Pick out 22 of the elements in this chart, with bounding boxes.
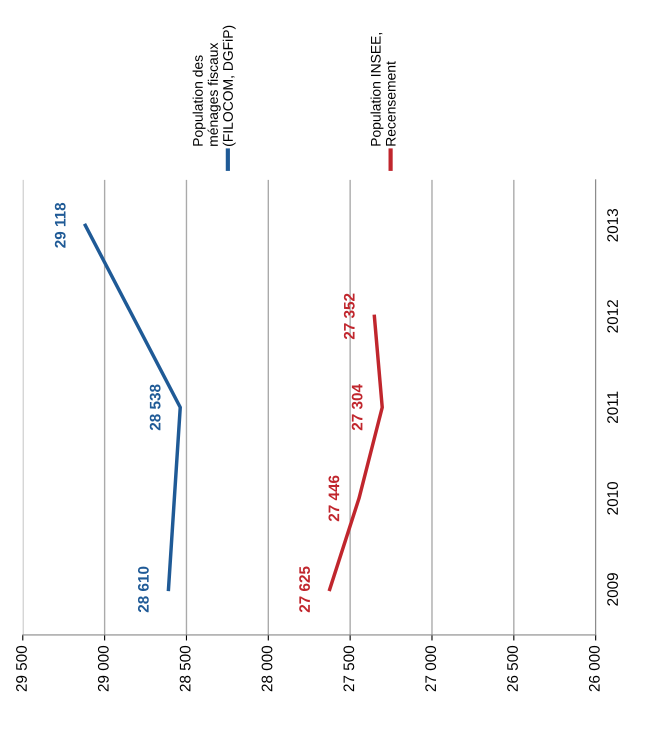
y-tick-label: 2011	[607, 392, 618, 424]
y-tick-label: 2010	[607, 482, 618, 515]
data-label: 27 304	[352, 384, 363, 430]
data-label: 28 538	[150, 384, 161, 430]
y-tick-label: 2009	[607, 573, 618, 606]
text: Population INSEE, Recensement	[370, 33, 396, 146]
y-tick-label: 2013	[607, 209, 618, 242]
x-tick-label: 26 000	[588, 646, 600, 692]
data-label: 27 625	[299, 566, 310, 612]
x-tick-label: 28 500	[180, 646, 191, 692]
y-tick-label: 2012	[607, 300, 618, 333]
x-tick-label: 26 500	[507, 646, 518, 692]
data-label: 29 118	[54, 202, 66, 248]
text: Population des ménages fiscaux (FILOCOM, DGFiP)	[192, 26, 236, 146]
x-tick-label: 29 500	[16, 646, 27, 692]
data-label: 27 446	[328, 476, 340, 522]
x-tick-label: 28 000	[262, 646, 272, 692]
data-label: 27 352	[344, 294, 355, 340]
x-tick-label: 27 000	[425, 646, 436, 692]
x-tick-label: 29 000	[98, 646, 109, 692]
data-label: 28 610	[138, 566, 149, 612]
x-tick-label: 27 500	[343, 646, 354, 692]
